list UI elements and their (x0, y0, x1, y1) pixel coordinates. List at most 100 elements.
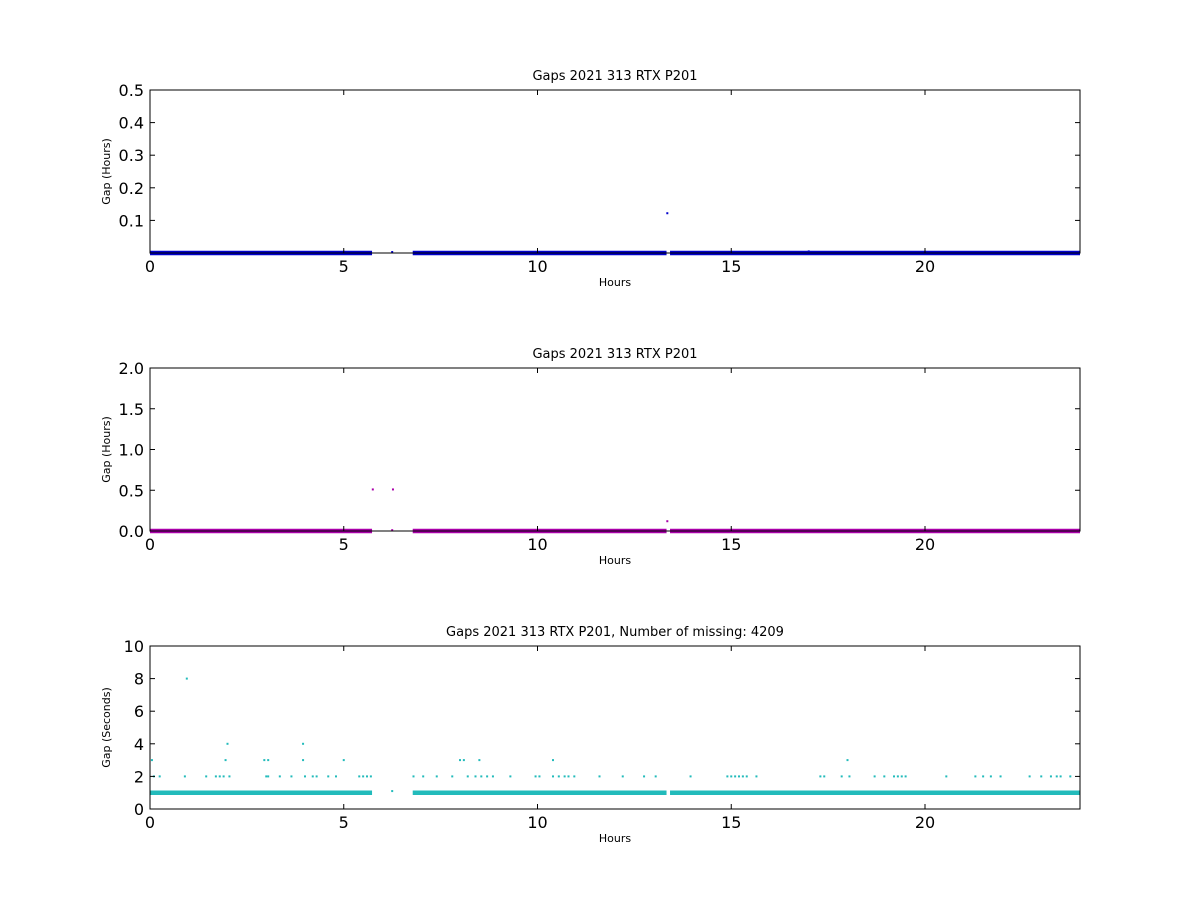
data-point (1049, 775, 1052, 778)
y-tick-label: 1.0 (119, 441, 144, 460)
y-axis-label: Gap (Seconds) (100, 687, 113, 768)
y-tick-label: 6 (134, 702, 144, 721)
series-1 (150, 488, 1080, 534)
data-point (158, 775, 161, 778)
data-point (823, 775, 826, 778)
data-point (741, 775, 744, 778)
data-point (391, 251, 394, 254)
y-axis-label: Gap (Hours) (100, 416, 113, 483)
data-point (666, 520, 669, 523)
plot-panel-3: 0 5 10 15 20 0 2 4 6 8 10 Gaps 2021 313 RTX P201, N… (100, 625, 1081, 845)
y-tick-label: 1.5 (119, 400, 144, 419)
data-point (228, 775, 231, 778)
data-point (327, 775, 330, 778)
data-point (904, 775, 907, 778)
x-tick-label: 5 (339, 257, 349, 276)
data-point (391, 488, 394, 491)
data-point (598, 775, 601, 778)
y-axis-label: Gap (Hours) (100, 138, 113, 205)
axes-frame (149, 367, 1081, 532)
data-point (900, 775, 903, 778)
plot-panel-2: 0 5 10 15 20 0.0 0.5 1.0 1.5 2.0 Gaps 2021 313 RTX… (100, 347, 1081, 567)
x-tick-label: 5 (339, 535, 349, 554)
y-tick-label: 0.1 (119, 211, 144, 230)
chart-title: Gaps 2021 313 RTX P201 (532, 347, 697, 362)
data-point (369, 775, 372, 778)
y-tick-label: 0.5 (119, 81, 144, 100)
x-tick-label: 0 (145, 257, 155, 276)
data-point (738, 775, 740, 778)
y-tick-label: 0.3 (119, 146, 144, 165)
series-1 (150, 212, 1080, 256)
plot-panel-1: 0 5 10 15 20 0.1 0.2 0.3 0.4 0.5 Gaps 2021 313 RTX… (100, 69, 1081, 289)
data-point (226, 742, 229, 745)
data-point (982, 775, 985, 778)
data-point (263, 759, 266, 762)
chart-title: Gaps 2021 313 RTX P201 (532, 69, 697, 84)
data-point (486, 775, 489, 778)
y-tick-label: 4 (134, 735, 144, 754)
data-point (846, 759, 849, 762)
y-tick-label: 0.4 (119, 114, 144, 133)
data-point (267, 775, 270, 778)
data-point (478, 759, 481, 762)
data-point (726, 775, 729, 778)
data-point (730, 775, 733, 778)
x-tick-label: 10 (527, 535, 547, 554)
data-point (883, 775, 886, 778)
data-point (654, 775, 657, 778)
x-axis-label: Hours (599, 832, 631, 845)
data-point (552, 759, 554, 762)
data-point (435, 775, 438, 778)
data-point (358, 775, 361, 778)
y-tick-label: 2 (134, 767, 144, 786)
data-point (480, 775, 483, 778)
data-point (474, 775, 477, 778)
y-tick-label: 0.0 (119, 522, 144, 541)
data-point (491, 775, 494, 778)
x-tick-label: 10 (527, 257, 547, 276)
data-point (509, 775, 512, 778)
data-point (391, 529, 394, 532)
data-point (342, 759, 345, 762)
data-point (311, 775, 314, 778)
y-tick-label: 8 (134, 670, 144, 689)
y-tick-label: 0 (134, 800, 144, 819)
data-point (462, 759, 465, 762)
data-point (1069, 775, 1072, 778)
y-tick-label: 2.0 (119, 359, 144, 378)
data-point (945, 775, 948, 778)
data-point (734, 775, 737, 778)
data-point (557, 775, 560, 778)
x-tick-label: 10 (527, 813, 547, 832)
data-point (391, 790, 394, 793)
x-axis-label: Hours (599, 276, 631, 289)
data-point (183, 775, 186, 778)
data-point (848, 775, 851, 778)
data-point (807, 250, 810, 253)
data-point (265, 775, 268, 778)
data-point (302, 759, 305, 762)
x-tick-label: 20 (915, 813, 935, 832)
x-tick-label: 20 (915, 535, 935, 554)
x-tick-label: 5 (339, 813, 349, 832)
data-point (666, 212, 669, 215)
data-point (362, 775, 365, 778)
data-point (1055, 775, 1058, 778)
data-point (745, 775, 748, 778)
data-point (840, 775, 843, 778)
data-point (304, 775, 306, 778)
y-tick-label: 0.2 (119, 179, 144, 198)
x-tick-label: 15 (721, 535, 741, 554)
x-tick-label: 0 (145, 535, 155, 554)
data-point (989, 775, 992, 778)
axes-frame (149, 645, 1081, 810)
x-tick-label: 20 (915, 257, 935, 276)
data-point (224, 759, 227, 762)
data-point (422, 775, 425, 778)
data-point (451, 775, 454, 778)
data-point (459, 759, 461, 762)
data-point (278, 775, 281, 778)
data-point (538, 775, 541, 778)
